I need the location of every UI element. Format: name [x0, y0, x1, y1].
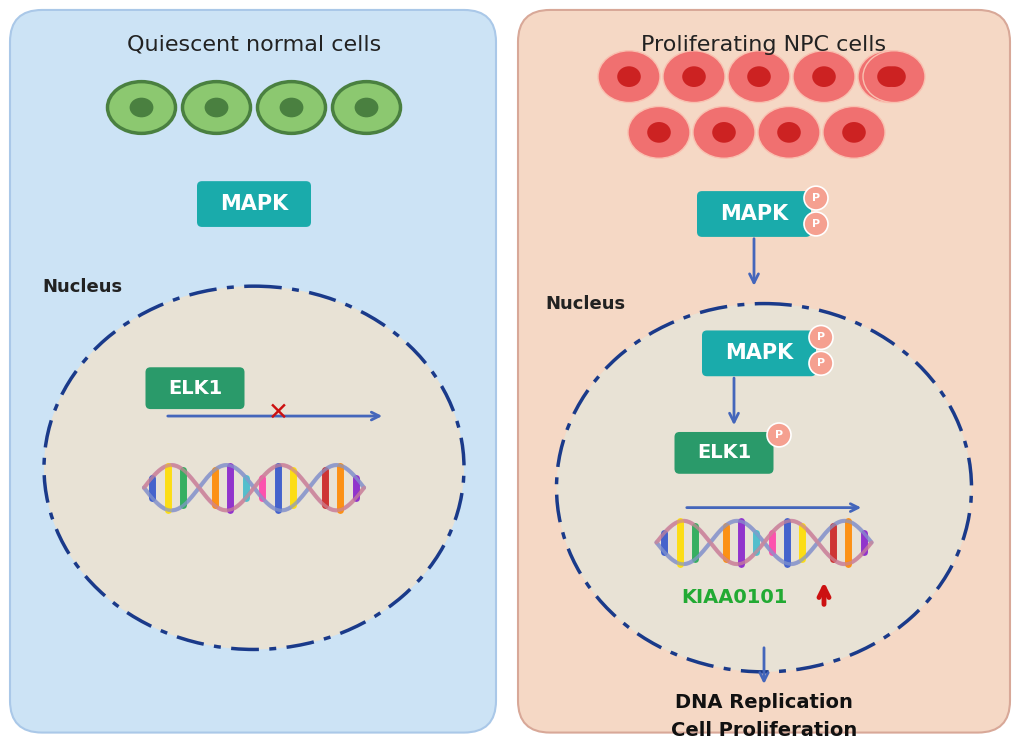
Ellipse shape — [862, 51, 924, 102]
Ellipse shape — [876, 66, 900, 87]
Ellipse shape — [44, 286, 464, 650]
Text: ELK1: ELK1 — [168, 379, 222, 398]
Text: Nucleus: Nucleus — [42, 278, 122, 295]
Text: P: P — [811, 219, 819, 229]
Ellipse shape — [647, 122, 671, 142]
Ellipse shape — [757, 107, 819, 158]
Ellipse shape — [711, 122, 735, 142]
Text: P: P — [816, 333, 824, 342]
Ellipse shape — [182, 81, 251, 134]
Ellipse shape — [811, 66, 835, 87]
Ellipse shape — [842, 122, 865, 142]
FancyBboxPatch shape — [146, 367, 245, 409]
Circle shape — [766, 423, 790, 447]
Circle shape — [803, 186, 827, 210]
Ellipse shape — [857, 51, 919, 102]
Text: ELK1: ELK1 — [696, 443, 750, 463]
Ellipse shape — [205, 98, 228, 117]
Text: MAPK: MAPK — [719, 204, 788, 224]
Text: P: P — [774, 430, 783, 440]
Circle shape — [808, 351, 833, 375]
Ellipse shape — [692, 107, 754, 158]
Ellipse shape — [747, 66, 770, 87]
Ellipse shape — [616, 66, 640, 87]
Ellipse shape — [129, 98, 153, 117]
Text: P: P — [811, 193, 819, 203]
Circle shape — [808, 325, 833, 349]
FancyBboxPatch shape — [197, 181, 311, 227]
Ellipse shape — [279, 98, 303, 117]
Text: ✕: ✕ — [267, 401, 288, 425]
Circle shape — [803, 212, 827, 236]
Text: Quiescent normal cells: Quiescent normal cells — [126, 35, 381, 54]
Text: Proliferating NPC cells: Proliferating NPC cells — [641, 35, 886, 54]
Ellipse shape — [881, 66, 905, 87]
Ellipse shape — [776, 122, 800, 142]
Ellipse shape — [662, 51, 725, 102]
Ellipse shape — [332, 81, 400, 134]
Ellipse shape — [107, 81, 175, 134]
Text: DNA Replication
Cell Proliferation: DNA Replication Cell Proliferation — [671, 693, 856, 740]
Ellipse shape — [597, 51, 659, 102]
FancyBboxPatch shape — [701, 330, 815, 376]
Ellipse shape — [556, 304, 970, 672]
FancyBboxPatch shape — [674, 432, 772, 474]
Ellipse shape — [792, 51, 854, 102]
Ellipse shape — [628, 107, 689, 158]
Ellipse shape — [355, 98, 378, 117]
Text: P: P — [816, 358, 824, 369]
Ellipse shape — [682, 66, 705, 87]
Text: Nucleus: Nucleus — [544, 295, 625, 313]
FancyBboxPatch shape — [696, 191, 810, 237]
FancyBboxPatch shape — [518, 10, 1009, 733]
Ellipse shape — [728, 51, 790, 102]
Text: MAPK: MAPK — [220, 194, 287, 214]
Text: MAPK: MAPK — [725, 343, 793, 363]
Ellipse shape — [822, 107, 884, 158]
Text: KIAA0101: KIAA0101 — [680, 588, 787, 606]
FancyBboxPatch shape — [10, 10, 495, 733]
Ellipse shape — [257, 81, 325, 134]
